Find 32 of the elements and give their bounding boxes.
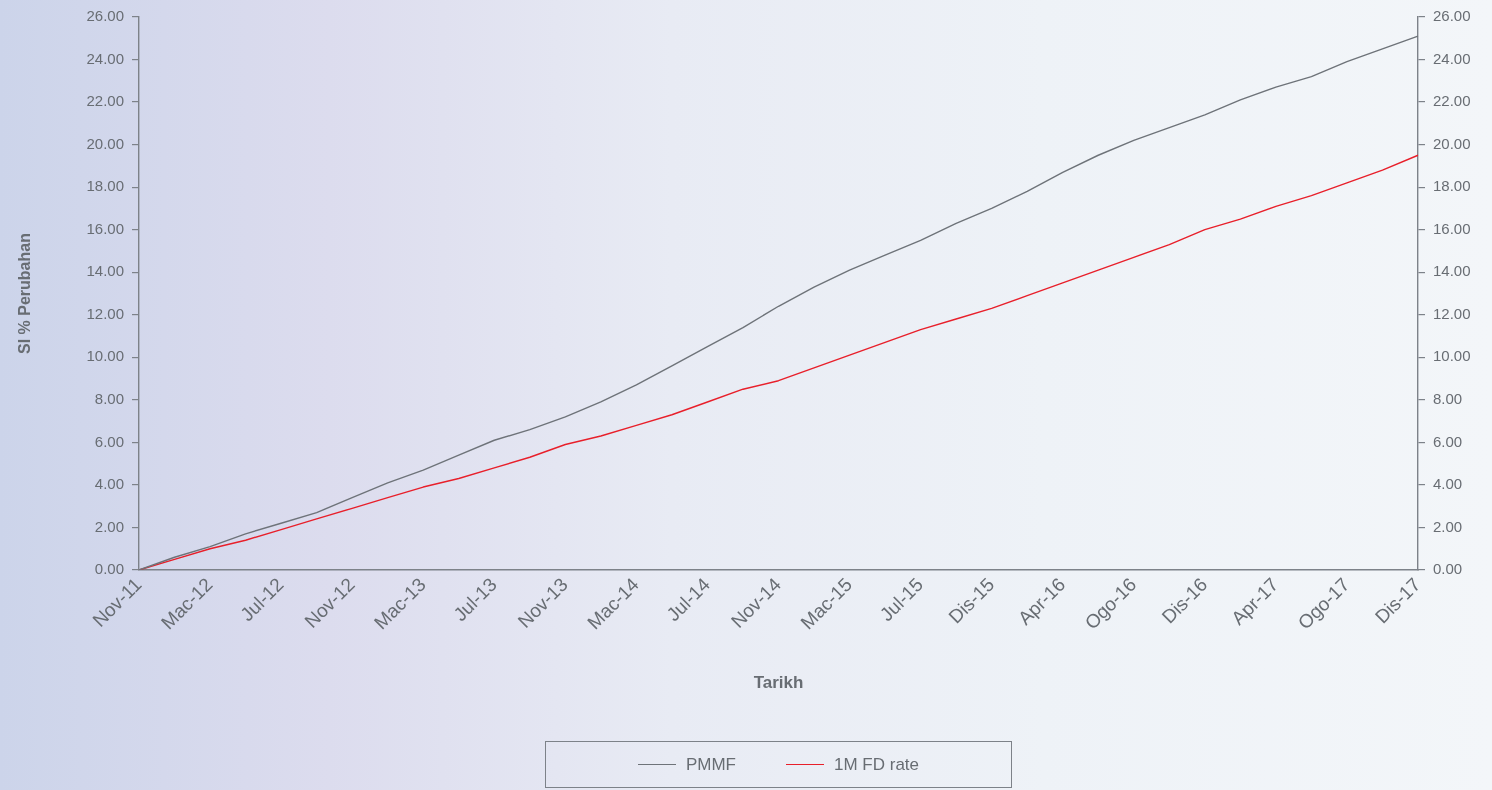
y2-tick-label: 16.00 xyxy=(1433,219,1471,237)
legend-label: 1M FD rate xyxy=(834,754,920,775)
y2-tick-label: 0.00 xyxy=(1433,560,1463,578)
y2-tick-label: 24.00 xyxy=(1433,49,1471,67)
y2-tick-label: 18.00 xyxy=(1433,177,1471,195)
y2-tick-label: 4.00 xyxy=(1433,475,1463,493)
legend-label: PMMF xyxy=(685,754,736,775)
y-tick-label: 26.00 xyxy=(86,7,124,25)
y-tick-label: 4.00 xyxy=(94,475,124,493)
y-axis-title: SI % Perubahan xyxy=(16,233,34,354)
y2-tick-label: 6.00 xyxy=(1433,432,1463,450)
y2-tick-label: 2.00 xyxy=(1433,517,1463,535)
y-tick-label: 22.00 xyxy=(86,92,124,110)
y2-tick-label: 8.00 xyxy=(1433,389,1463,407)
y2-tick-label: 20.00 xyxy=(1433,134,1471,152)
y2-tick-label: 22.00 xyxy=(1433,92,1471,110)
y2-tick-label: 12.00 xyxy=(1433,304,1471,322)
y-tick-label: 20.00 xyxy=(86,134,124,152)
y-tick-label: 14.00 xyxy=(86,262,124,280)
y-tick-label: 24.00 xyxy=(86,49,124,67)
y-tick-label: 0.00 xyxy=(94,560,124,578)
y-tick-label: 8.00 xyxy=(94,389,124,407)
y-tick-label: 12.00 xyxy=(86,304,124,322)
x-axis-title: Tarikh xyxy=(753,673,804,693)
y-tick-label: 16.00 xyxy=(86,219,124,237)
y2-tick-label: 26.00 xyxy=(1433,7,1471,25)
y2-tick-label: 10.00 xyxy=(1433,347,1471,365)
y-tick-label: 6.00 xyxy=(94,432,124,450)
y2-tick-label: 14.00 xyxy=(1433,262,1471,280)
y-tick-label: 2.00 xyxy=(94,517,124,535)
y-tick-label: 10.00 xyxy=(86,347,124,365)
y-tick-label: 18.00 xyxy=(86,177,124,195)
